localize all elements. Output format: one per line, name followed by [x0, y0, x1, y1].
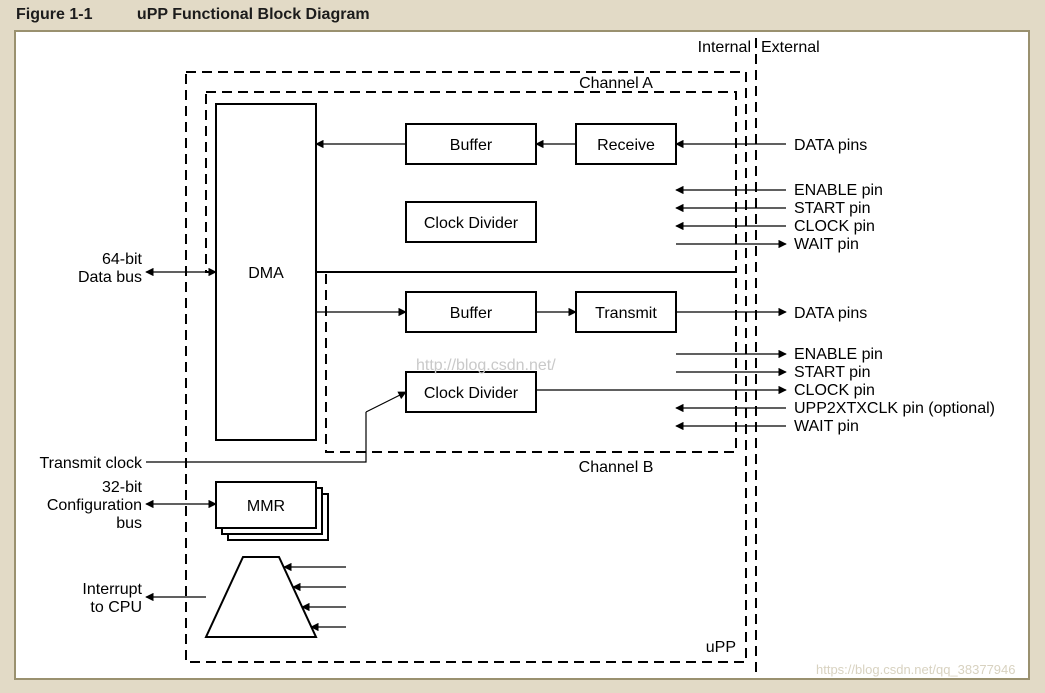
transmit-label: Transmit	[595, 305, 657, 322]
pin-clock-b: CLOCK pin	[794, 382, 875, 399]
label-txclock: Transmit clock	[39, 455, 143, 472]
diagram-svg: Internal External uPP Channel A Channel …	[16, 32, 1028, 678]
channel-a-label: Channel A	[579, 75, 653, 92]
page-root: Figure 1-1 uPP Functional Block Diagram …	[0, 0, 1045, 693]
channel-b-label: Channel B	[579, 459, 654, 476]
clockdiv-a-label: Clock Divider	[424, 215, 519, 232]
interrupt-mux	[206, 557, 316, 637]
upp-label: uPP	[706, 639, 736, 656]
label-64bit-2: Data bus	[78, 269, 142, 286]
pin-start-a: START pin	[794, 200, 870, 217]
label-32bit-1: 32-bit	[102, 479, 143, 496]
mmr-label: MMR	[247, 498, 285, 515]
label-32bit-2: Configuration	[47, 497, 142, 514]
pin-data-b: DATA pins	[794, 305, 867, 322]
label-internal: Internal	[698, 39, 751, 56]
figure-number: Figure 1-1	[16, 6, 92, 23]
buffer-b-label: Buffer	[450, 305, 493, 322]
pin-enable-b: ENABLE pin	[794, 346, 883, 363]
pin-enable-a: ENABLE pin	[794, 182, 883, 199]
label-int-1: Interrupt	[82, 581, 142, 598]
label-int-2: to CPU	[90, 599, 142, 616]
figure-title: Figure 1-1 uPP Functional Block Diagram	[16, 6, 370, 24]
watermark-text-2: https://blog.csdn.net/qq_38377946	[816, 662, 1016, 677]
pin-upp2x-b: UPP2XTXCLK pin (optional)	[794, 400, 995, 417]
pin-start-b: START pin	[794, 364, 870, 381]
pin-wait-b: WAIT pin	[794, 418, 859, 435]
pin-data-a: DATA pins	[794, 137, 867, 154]
label-32bit-3: bus	[116, 515, 142, 532]
figure-title-text: uPP Functional Block Diagram	[137, 6, 370, 23]
tx-clock-arrow	[366, 392, 406, 412]
dma-label: DMA	[248, 265, 284, 282]
buffer-a-label: Buffer	[450, 137, 493, 154]
label-64bit-1: 64-bit	[102, 251, 143, 268]
receive-label: Receive	[597, 137, 655, 154]
pin-wait-a: WAIT pin	[794, 236, 859, 253]
clockdiv-b-label: Clock Divider	[424, 385, 519, 402]
pin-clock-a: CLOCK pin	[794, 218, 875, 235]
watermark-text: http://blog.csdn.net/	[416, 357, 556, 374]
diagram-frame: Internal External uPP Channel A Channel …	[14, 30, 1030, 680]
label-external: External	[761, 39, 820, 56]
